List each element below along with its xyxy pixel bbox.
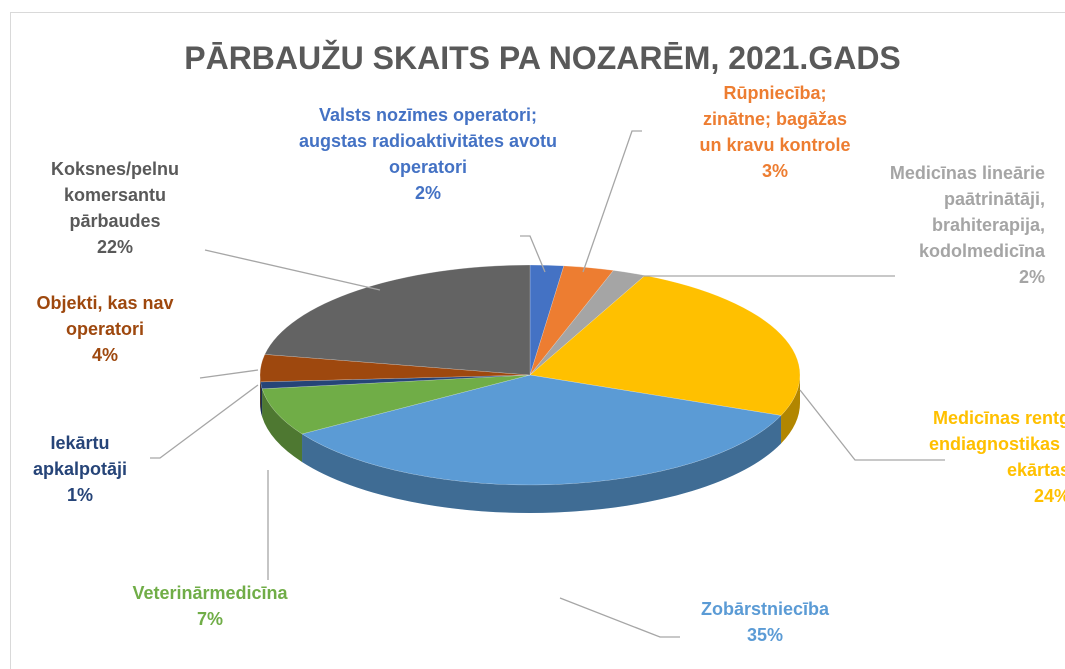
slice-side — [260, 381, 263, 417]
data-label: Medicīnas rentgendiagnostikas iekārtas 24… — [925, 405, 1065, 509]
category-label: Medicīnas rentgendiagnostikas iekārtas — [928, 408, 1065, 480]
slice-side — [302, 415, 782, 513]
slice-shade — [262, 388, 303, 462]
value-label: 24% — [1033, 486, 1065, 506]
data-label: Medicīnas lineārie paātrinātāji, brahite… — [880, 160, 1045, 290]
data-label: Valsts nozīmes operatori; augstas radioa… — [283, 102, 573, 206]
chart-frame — [10, 12, 1065, 669]
category-label: Iekārtu apkalpotāji — [32, 433, 128, 479]
data-label: Iekārtu apkalpotāji 1% — [10, 430, 150, 508]
slice — [529, 264, 565, 376]
value-label: 35% — [746, 625, 784, 645]
slice — [529, 275, 801, 416]
category-label: Koksnes/pelnu komersantu pārbaudes — [50, 159, 180, 231]
leader-line — [559, 597, 680, 638]
slice — [301, 374, 782, 486]
slice-shade — [260, 381, 263, 417]
slice-shade — [260, 375, 261, 410]
slice-side — [262, 388, 303, 462]
leader-line — [582, 130, 642, 273]
slice-shade — [781, 375, 801, 444]
value-label: 2% — [414, 183, 441, 203]
leader-line — [520, 235, 546, 273]
data-label: Objekti, kas nav operatori 4% — [10, 290, 200, 368]
value-label: 7% — [196, 609, 223, 629]
value-label: 4% — [91, 345, 118, 365]
leader-line — [204, 249, 381, 291]
value-label: 3% — [761, 161, 788, 181]
slice-shade — [302, 415, 782, 513]
leader-line — [150, 384, 259, 459]
value-label: 1% — [66, 485, 93, 505]
chart-title: PĀRBAUŽU SKAITS PA NOZARĒM, 2021.GADS — [184, 40, 901, 76]
slice — [264, 264, 531, 376]
category-label: Objekti, kas nav operatori — [36, 293, 174, 339]
data-label: Koksnes/pelnu komersantu pārbaudes 22% — [20, 156, 210, 260]
slice — [259, 354, 531, 383]
slice-side — [781, 375, 801, 444]
slice — [529, 265, 614, 376]
value-label: 2% — [1018, 267, 1045, 287]
leader-line — [199, 369, 259, 379]
category-label: Medicīnas lineārie paātrinātāji, brahite… — [889, 163, 1045, 261]
category-label: Rūpniecība; zinātne; bagāžas un kravu ko… — [699, 83, 851, 155]
data-label: Veterinārmedicīna 7% — [90, 580, 330, 632]
slice — [260, 374, 531, 390]
category-label: Valsts nozīmes operatori; augstas radioa… — [298, 105, 558, 177]
data-label: Zobārstniecība 35% — [670, 596, 860, 648]
data-label: Rūpniecība; zinātne; bagāžas un kravu ko… — [690, 80, 860, 184]
category-label: Veterinārmedicīna — [132, 583, 288, 603]
slice — [261, 374, 531, 435]
slice-side — [260, 375, 261, 410]
leader-line — [799, 389, 945, 461]
value-label: 22% — [96, 237, 134, 257]
category-label: Zobārstniecība — [700, 599, 830, 619]
